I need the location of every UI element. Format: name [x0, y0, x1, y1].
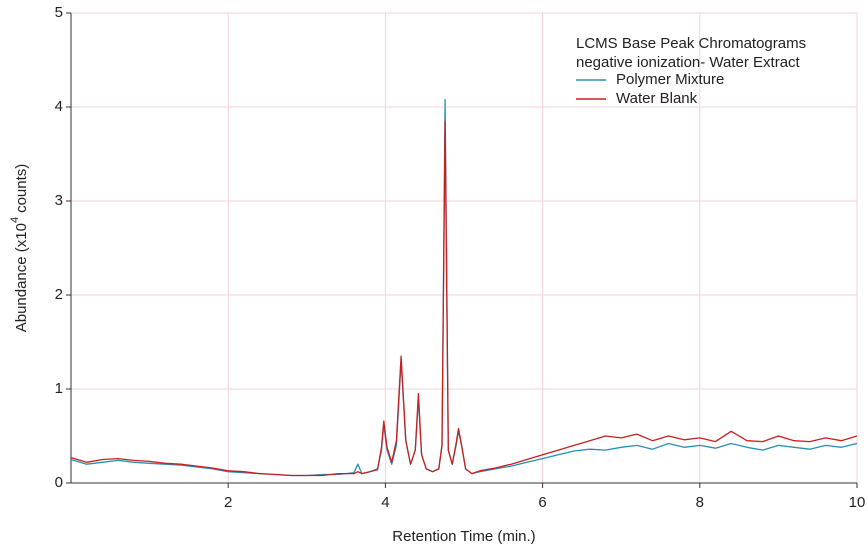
- x-tick-label: 8: [696, 494, 704, 511]
- y-tick-label: 0: [55, 474, 63, 491]
- legend-label: Water Blank: [616, 90, 698, 107]
- legend-title: LCMS Base Peak Chromatograms: [576, 35, 806, 52]
- x-tick-label: 10: [849, 494, 866, 511]
- y-axis-label-exponent: 4: [9, 217, 21, 223]
- x-tick-label: 4: [381, 494, 389, 511]
- y-tick-label: 2: [55, 286, 63, 303]
- series-line: [70, 120, 858, 477]
- x-tick-label: 6: [538, 494, 546, 511]
- x-tick-label: 2: [224, 494, 232, 511]
- y-tick-label: 4: [55, 98, 63, 115]
- y-axis-label-main: Abundance (x10: [13, 223, 30, 332]
- y-tick-label: 1: [55, 380, 63, 397]
- x-axis-label: Retention Time (min.): [392, 528, 535, 545]
- y-axis-label-unit: counts): [13, 164, 30, 213]
- y-axis-label: Abundance (x104 counts): [9, 164, 30, 333]
- y-tick-label: 3: [55, 192, 63, 209]
- y-tick-label: 5: [55, 4, 63, 21]
- series-line: [70, 98, 858, 477]
- legend-label: Polymer Mixture: [616, 71, 724, 88]
- legend-title: negative ionization- Water Extract: [576, 54, 801, 71]
